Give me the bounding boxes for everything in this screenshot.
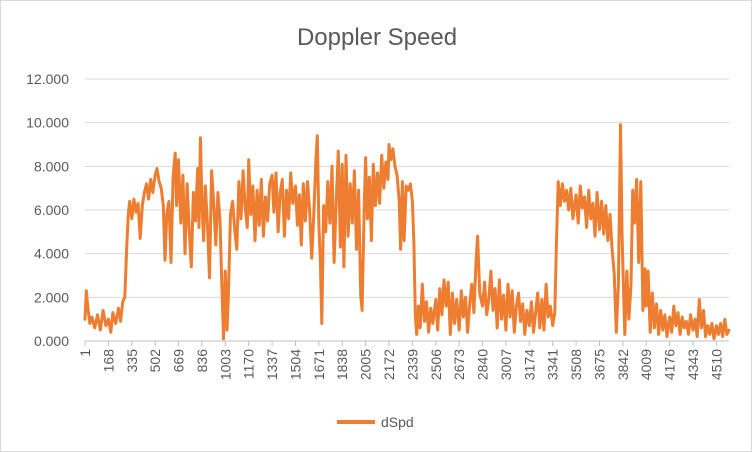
x-tick-label: 3508 (568, 349, 584, 380)
y-tick-label: 0.000 (34, 333, 69, 349)
x-tick-label: 1003 (217, 349, 233, 380)
x-tick-label: 1504 (287, 349, 303, 380)
series-layer (83, 123, 731, 341)
x-tick-label: 2339 (404, 349, 420, 380)
x-tick-label: 4343 (685, 349, 701, 380)
x-tick-label: 168 (100, 349, 116, 373)
x-tick-label: 3341 (545, 349, 561, 380)
x-tick-label: 1 (77, 349, 93, 357)
x-tick-label: 669 (171, 349, 187, 373)
y-tick-label: 6.000 (34, 202, 69, 218)
y-tick-label: 2.000 (34, 289, 69, 305)
x-tick-label: 1671 (311, 349, 327, 380)
x-tick-label: 2172 (381, 349, 397, 380)
series-line-dspd (83, 123, 731, 341)
x-tick-label: 502 (147, 349, 163, 373)
x-tick-label: 836 (194, 349, 210, 373)
y-tick-label: 10.000 (26, 115, 69, 131)
x-tick-label: 2673 (451, 349, 467, 380)
chart-title: Doppler Speed (297, 24, 457, 51)
x-tick-label: 2506 (428, 349, 444, 380)
y-axis-tick-labels: 0.000 2.000 4.000 6.000 8.000 10.000 12.000 (26, 71, 69, 349)
x-tick-label: 3174 (521, 349, 537, 380)
x-tick-label: 335 (124, 349, 140, 373)
x-tick-label: 2005 (358, 349, 374, 380)
legend: dSpd (337, 414, 414, 430)
legend-label-dspd: dSpd (381, 414, 414, 430)
x-tick-label: 3675 (591, 349, 607, 380)
x-tick-label: 1337 (264, 349, 280, 380)
x-tick-label: 2840 (475, 349, 491, 380)
x-tick-label: 1838 (334, 349, 350, 380)
x-tick-label: 3842 (615, 349, 631, 380)
x-tick-label: 3007 (498, 349, 514, 380)
x-tick-label: 4009 (638, 349, 654, 380)
y-tick-label: 8.000 (34, 158, 69, 174)
y-tick-label: 12.000 (26, 71, 69, 87)
x-axis-tick-labels: 1 168 335 502 669 836 1003 1170 1337 1504 1671 1838… (77, 341, 724, 380)
x-tick-label: 4176 (662, 349, 678, 380)
x-tick-label: 4510 (708, 349, 724, 380)
x-tick-label: 1170 (241, 349, 257, 379)
y-tick-label: 4.000 (34, 246, 69, 262)
